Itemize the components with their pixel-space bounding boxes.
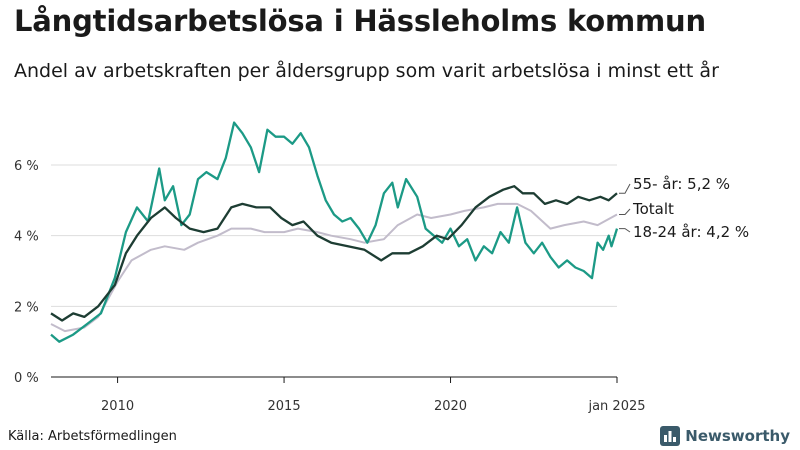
- series-line-18-24-r: [50, 121, 619, 343]
- series-end-label: Totalt: [632, 200, 674, 218]
- series-end-label: 18-24 år: 4,2 %: [633, 223, 749, 241]
- series-end-label: 55- år: 5,2 %: [633, 175, 730, 193]
- y-tick-label: 4 %: [14, 230, 39, 245]
- chart-subtitle: Andel av arbetskraften per åldersgrupp s…: [14, 60, 719, 82]
- series-line-55-r: [50, 185, 618, 322]
- series-lines: [50, 121, 619, 343]
- x-tick-label: jan 2025: [587, 399, 645, 414]
- brand-logo: Newsworthy: [660, 425, 790, 447]
- label-leader-line: [619, 208, 631, 215]
- y-tick-label: 0 %: [14, 371, 39, 386]
- y-tick-label: 6 %: [14, 159, 39, 174]
- x-tick-label: 2010: [101, 399, 134, 414]
- source-note: Källa: Arbetsförmedlingen: [8, 429, 177, 444]
- y-axis-ticks: 0 % 2 % 4 % 6 %: [14, 159, 39, 386]
- series-end-labels: Totalt 18-24 år: 4,2 % 55- år: 5,2 %: [619, 175, 749, 241]
- series-line-totalt: [50, 202, 618, 333]
- x-tick-label: 2020: [434, 399, 467, 414]
- x-tick-label: 2015: [268, 399, 301, 414]
- label-leader-line: [619, 228, 631, 233]
- chart-bars-icon: [660, 426, 681, 446]
- chart-title: Långtidsarbetslösa i Hässleholms kommun: [14, 4, 706, 38]
- x-axis: 2010 2015 2020 jan 2025: [51, 376, 646, 414]
- brand-name: Newsworthy: [685, 427, 790, 445]
- y-tick-label: 2 %: [14, 300, 39, 315]
- label-leader-line: [619, 183, 631, 194]
